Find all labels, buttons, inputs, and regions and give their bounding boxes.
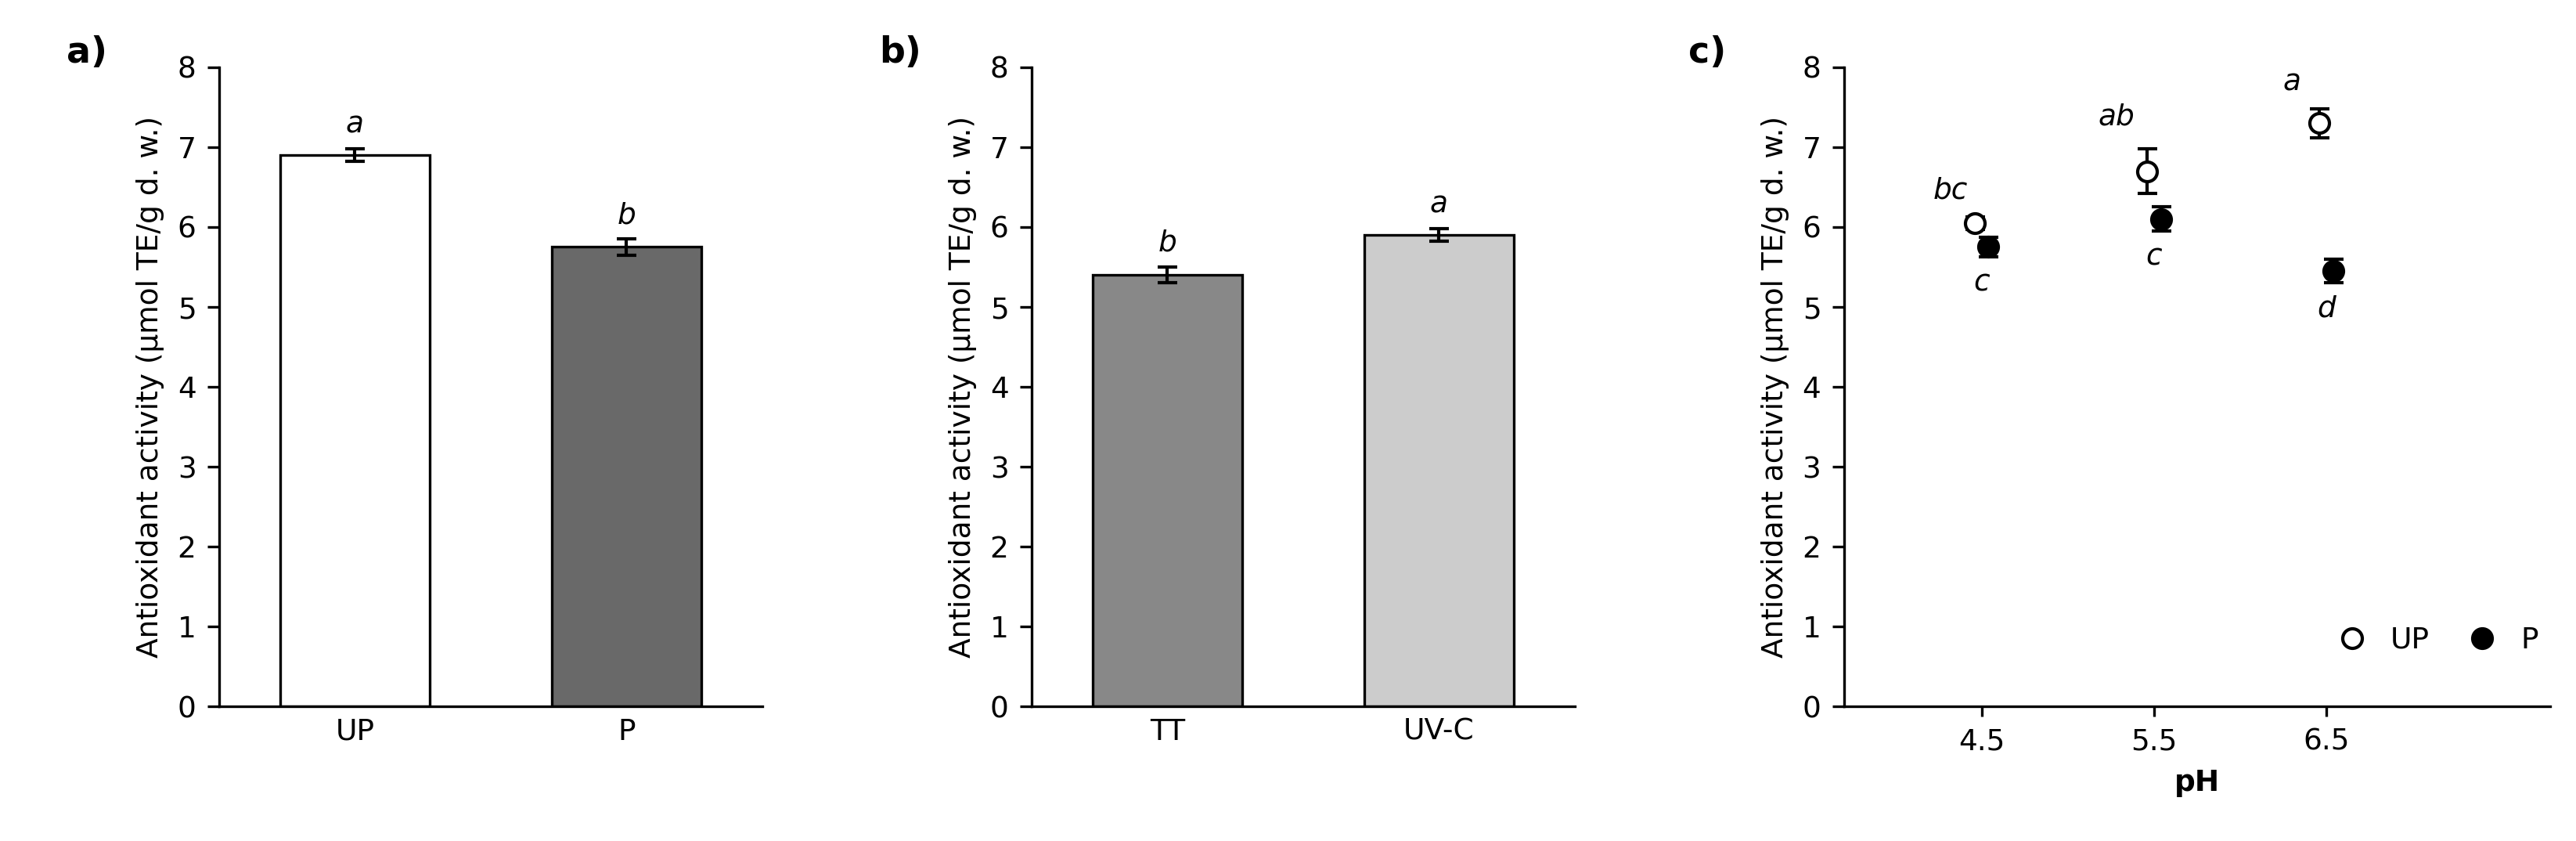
Text: a: a	[345, 111, 363, 139]
Y-axis label: Antioxidant activity (μmol TE/g d. w.): Antioxidant activity (μmol TE/g d. w.)	[948, 116, 976, 658]
Text: b): b)	[878, 35, 922, 71]
Bar	[551, 247, 701, 706]
X-axis label: pH: pH	[2174, 769, 2221, 797]
Y-axis label: Antioxidant activity (μmol TE/g d. w.): Antioxidant activity (μmol TE/g d. w.)	[1762, 116, 1790, 658]
Text: a): a)	[67, 35, 108, 71]
Text: b: b	[618, 201, 636, 230]
Y-axis label: Antioxidant activity (μmol TE/g d. w.): Antioxidant activity (μmol TE/g d. w.)	[137, 116, 165, 658]
Text: c: c	[1973, 268, 1989, 297]
Legend: UP, P: UP, P	[2311, 615, 2550, 666]
Text: a: a	[2282, 69, 2300, 97]
Text: c: c	[2146, 243, 2161, 272]
Text: c): c)	[1687, 35, 1726, 71]
Text: bc: bc	[1932, 177, 1968, 204]
Text: d: d	[2316, 295, 2336, 323]
Text: b: b	[1159, 230, 1177, 257]
Text: a: a	[1430, 191, 1448, 219]
Bar	[1365, 235, 1515, 706]
Text: ab: ab	[2097, 103, 2136, 131]
Bar	[1092, 275, 1242, 706]
Bar	[281, 155, 430, 706]
